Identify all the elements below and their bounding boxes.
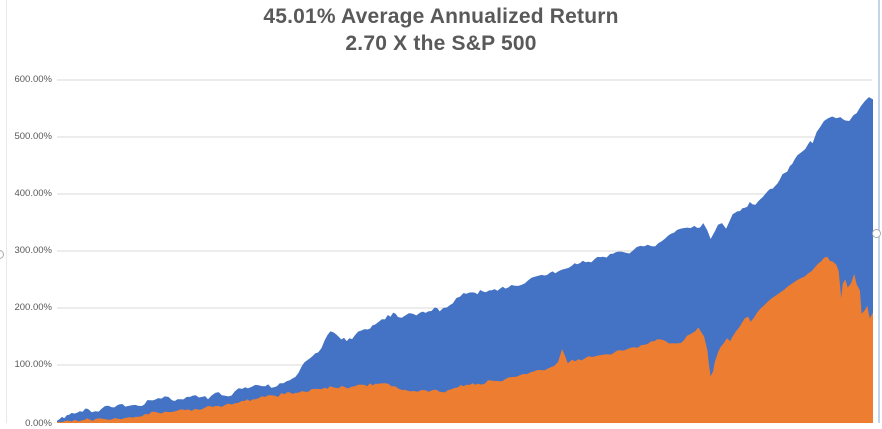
y-axis-tick-label-200: 200.00% (14, 302, 52, 313)
chart-left-border (6, 0, 7, 423)
y-axis-tick-label-500: 500.00% (14, 131, 52, 142)
chart-title-line2: 2.70 X the S&P 500 (345, 32, 537, 55)
y-axis-tick-label-600: 600.00% (14, 74, 52, 85)
chart-right-border (878, 0, 880, 423)
y-axis-tick-label-400: 400.00% (14, 188, 52, 199)
y-axis-tick-label-0: 0.00% (25, 418, 52, 429)
chart-title: 45.01% Average Annualized Return 2.70 X … (0, 3, 882, 57)
blue-area-series (57, 97, 873, 423)
selection-handle-right[interactable] (872, 229, 881, 238)
y-axis-tick-label-100: 100.00% (14, 359, 52, 370)
y-axis-tick-label-300: 300.00% (14, 245, 52, 256)
chart-title-line1: 45.01% Average Annualized Return (263, 5, 619, 28)
orange-area-series (57, 256, 873, 423)
